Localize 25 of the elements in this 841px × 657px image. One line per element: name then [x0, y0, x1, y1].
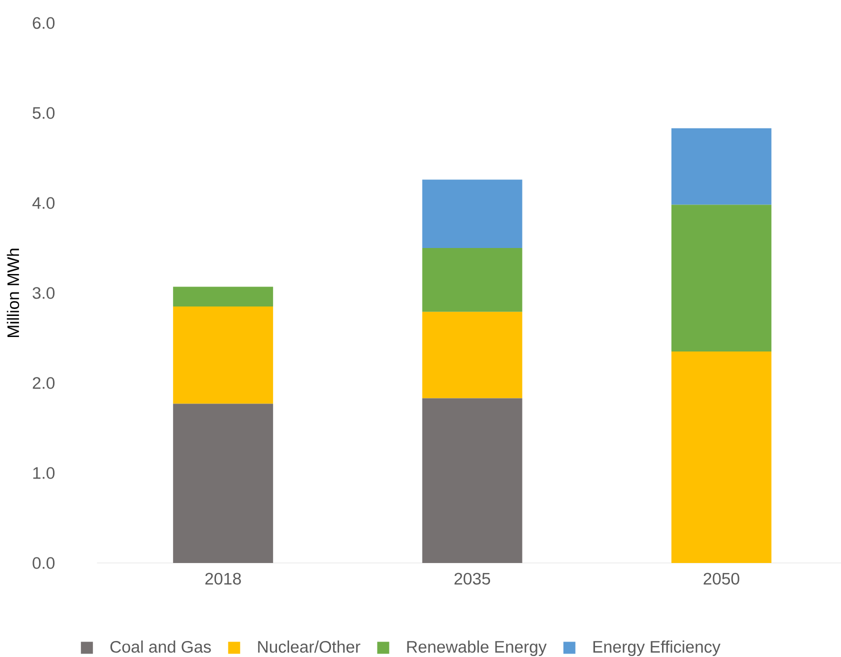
bar	[671, 128, 772, 205]
y-tick-label: 3.0	[32, 287, 55, 299]
bar	[422, 248, 522, 312]
y-tick-label: 1.0	[33, 467, 55, 479]
bar	[173, 306, 274, 404]
y-tick-label: 2.0	[32, 377, 55, 389]
x-tick-label: 2018	[205, 572, 241, 585]
legend-label: Nuclear/Other	[258, 640, 360, 653]
bar	[671, 204, 772, 352]
y-tick-label: 4.0	[32, 197, 55, 209]
bar	[422, 312, 522, 398]
x-tick-label: 2050	[704, 572, 740, 585]
y-axis-title: Million MWh	[6, 248, 20, 338]
y-tick-label: 6.0	[32, 17, 55, 29]
bar	[671, 352, 772, 564]
bar	[173, 286, 274, 307]
legend-label: Energy Efficiency	[593, 640, 720, 656]
y-tick-label: 0.0	[32, 557, 55, 569]
legend-label: Renewable Energy	[407, 640, 547, 656]
bar	[422, 180, 522, 248]
y-tick-label: 5.0	[32, 107, 55, 119]
legend-label: Coal and Gas	[110, 640, 211, 653]
bar	[173, 404, 274, 564]
bar	[422, 398, 522, 564]
x-tick-label: 2035	[454, 572, 490, 585]
